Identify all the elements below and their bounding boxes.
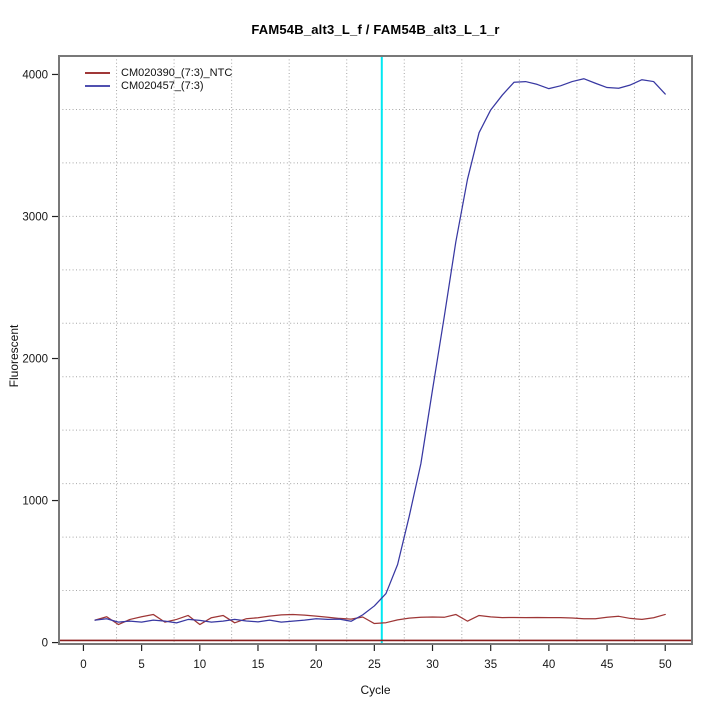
y-axis-tick-label: 4000 — [22, 70, 48, 82]
x-axis-label: Cycle — [360, 683, 391, 697]
series-curve-ntc — [94, 613, 666, 626]
series-curve-sample — [94, 78, 666, 624]
x-axis-tick-label: 35 — [484, 659, 497, 671]
x-axis-tick-label: 5 — [138, 659, 144, 671]
y-axis-label: Fluorescent — [7, 324, 21, 388]
y-axis-tick-label: 1000 — [22, 496, 48, 508]
x-axis-tick-label: 30 — [426, 659, 439, 671]
legend-line-swatch-blue — [85, 84, 110, 87]
legend-label: CM020457_(7:3) — [121, 79, 204, 92]
y-axis-tick-label: 3000 — [22, 212, 48, 224]
y-axis-tick-label: 0 — [42, 638, 48, 650]
legend-item-ntc: CM020390_(7:3)_NTC — [85, 66, 232, 79]
plot-border — [58, 55, 693, 645]
legend-label: CM020390_(7:3)_NTC — [121, 66, 233, 79]
x-axis-tick-label: 25 — [368, 659, 381, 671]
y-axis-tick-label: 2000 — [22, 354, 48, 366]
x-axis-tick-label: 50 — [659, 659, 672, 671]
chart-title: FAM54B_alt3_L_f / FAM54B_alt3_L_1_r — [251, 22, 500, 37]
x-axis-tick-label: 10 — [193, 659, 206, 671]
legend-item-sample: CM020457_(7:3) — [85, 79, 232, 92]
x-axis-tick-label: 45 — [601, 659, 614, 671]
x-axis-tick-label: 15 — [252, 659, 265, 671]
x-axis-tick-label: 0 — [80, 659, 86, 671]
legend-line-swatch-red — [85, 71, 110, 74]
x-axis-tick-label: 20 — [310, 659, 323, 671]
legend: CM020390_(7:3)_NTC CM020457_(7:3) — [85, 66, 232, 92]
x-axis-tick-label: 40 — [542, 659, 555, 671]
